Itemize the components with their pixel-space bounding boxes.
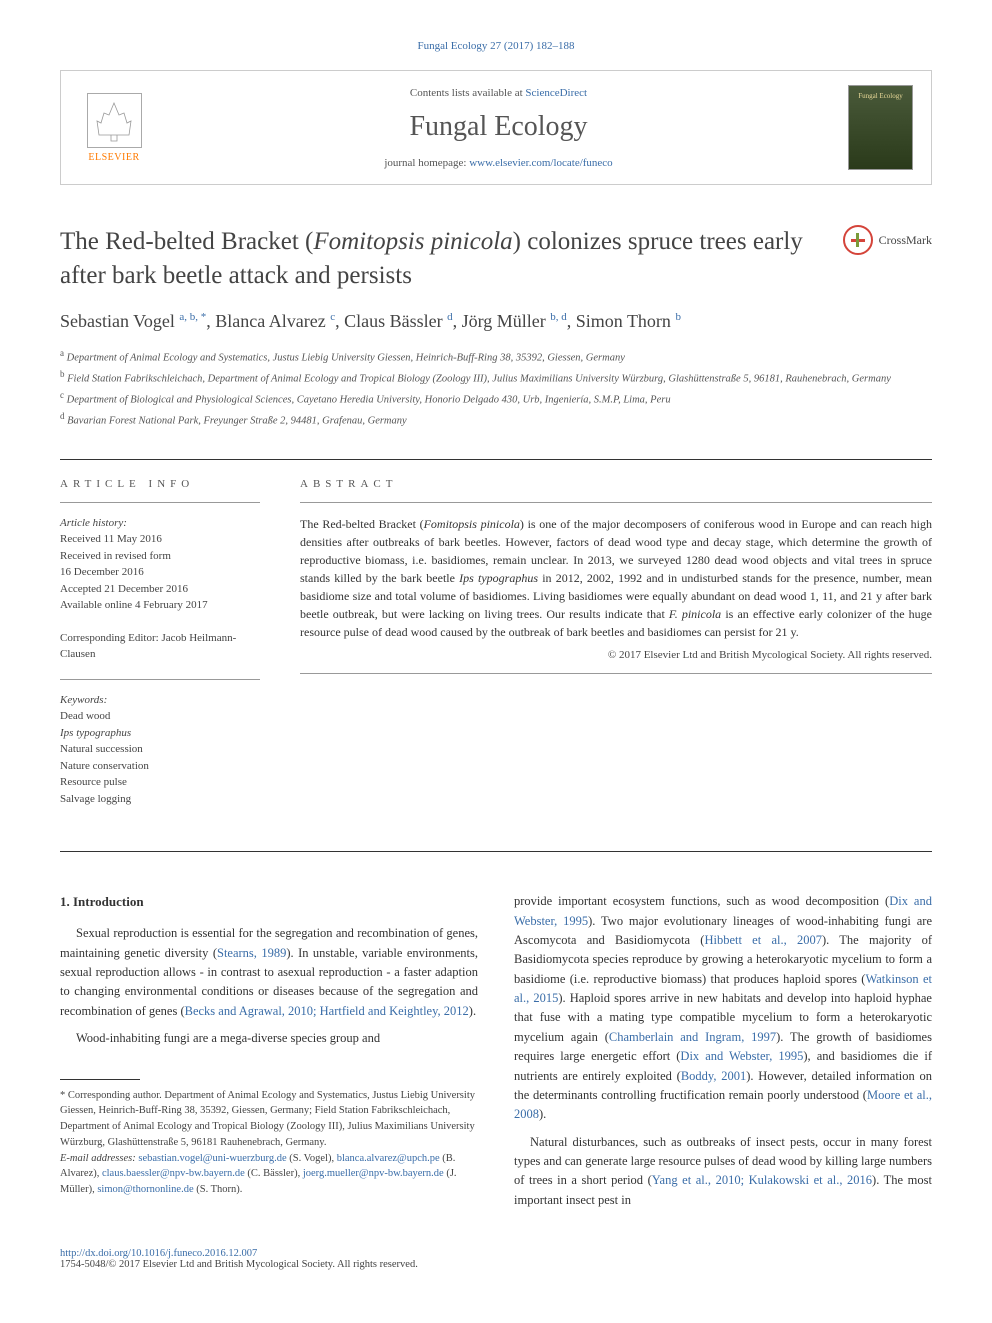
- divider-top: [60, 459, 932, 460]
- crossmark-label: CrossMark: [879, 233, 932, 248]
- email-link[interactable]: simon@thornonline.de: [97, 1184, 193, 1195]
- title-species: Fomitopsis pinicola: [313, 228, 512, 255]
- editor-label: Corresponding Editor:: [60, 632, 159, 644]
- article-history: Article history: Received 11 May 2016Rec…: [60, 515, 260, 614]
- p1c: ).: [469, 1004, 476, 1018]
- affiliations: a Department of Animal Ecology and Syste…: [60, 346, 932, 431]
- crossmark-icon: [843, 225, 873, 255]
- c2a: provide important ecosystem functions, s…: [514, 894, 889, 908]
- abstract-text: The Red-belted Bracket (Fomitopsis pinic…: [300, 515, 932, 641]
- corr-label: * Corresponding author.: [60, 1090, 162, 1101]
- ref-stearns[interactable]: Stearns, 1989: [217, 946, 286, 960]
- history-label: Article history:: [60, 517, 127, 529]
- page-container: Fungal Ecology 27 (2017) 182–188 ELSEVIE…: [0, 0, 992, 1310]
- abstract-divider-top: [300, 502, 932, 503]
- email-link[interactable]: joerg.mueller@npv-bw.bayern.de: [303, 1168, 444, 1179]
- page-footer: http://dx.doi.org/10.1016/j.funeco.2016.…: [60, 1248, 932, 1270]
- body-columns: 1. Introduction Sexual reproduction is e…: [60, 892, 932, 1218]
- intro-para-2-cont: provide important ecosystem functions, s…: [514, 892, 932, 1125]
- abs-sp1: Fomitopsis pinicola: [424, 517, 520, 531]
- info-divider-1: [60, 502, 260, 503]
- corresponding-editor: Corresponding Editor: Jacob Heilmann-Cla…: [60, 630, 260, 663]
- crossmark-badge[interactable]: CrossMark: [843, 225, 932, 255]
- keywords-block: Keywords: Dead woodIps typographusNatura…: [60, 692, 260, 808]
- doi-link[interactable]: http://dx.doi.org/10.1016/j.funeco.2016.…: [60, 1248, 257, 1259]
- email-link[interactable]: sebastian.vogel@uni-wuerzburg.de: [138, 1153, 286, 1164]
- abstract-column: ABSTRACT The Red-belted Bracket (Fomitop…: [300, 478, 932, 824]
- article-info-column: ARTICLE INFO Article history: Received 1…: [60, 478, 260, 824]
- publisher-name: ELSEVIER: [88, 152, 139, 163]
- ref-boddy[interactable]: Boddy, 2001: [681, 1069, 746, 1083]
- homepage-prefix: journal homepage:: [384, 157, 469, 169]
- email-label: E-mail addresses:: [60, 1153, 136, 1164]
- homepage-link[interactable]: www.elsevier.com/locate/funeco: [469, 157, 612, 169]
- corresponding-author-footnote: * Corresponding author. Department of An…: [60, 1088, 478, 1151]
- email-link[interactable]: blanca.alvarez@upch.pe: [337, 1153, 440, 1164]
- email-footnote: E-mail addresses: sebastian.vogel@uni-wu…: [60, 1151, 478, 1198]
- abs-sp2: Ips typographus: [459, 571, 538, 585]
- contents-available: Contents lists available at ScienceDirec…: [169, 87, 828, 99]
- abs-sp3: F. pinicola: [669, 607, 721, 621]
- homepage-line: journal homepage: www.elsevier.com/locat…: [169, 157, 828, 169]
- ref-dix-2[interactable]: Dix and Webster, 1995: [680, 1049, 803, 1063]
- intro-para-1: Sexual reproduction is essential for the…: [60, 924, 478, 1021]
- journal-header: ELSEVIER Contents lists available at Sci…: [60, 70, 932, 185]
- abstract-divider-bottom: [300, 673, 932, 674]
- body-column-left: 1. Introduction Sexual reproduction is e…: [60, 892, 478, 1218]
- publisher-logo: ELSEVIER: [79, 88, 149, 168]
- c2h: ).: [539, 1107, 546, 1121]
- body-column-right: provide important ecosystem functions, s…: [514, 892, 932, 1218]
- issn-copyright: 1754-5048/© 2017 Elsevier Ltd and Britis…: [60, 1259, 418, 1270]
- info-heading: ARTICLE INFO: [60, 478, 260, 490]
- ref-chamberlain[interactable]: Chamberlain and Ingram, 1997: [609, 1030, 776, 1044]
- header-center: Contents lists available at ScienceDirec…: [169, 87, 828, 169]
- intro-para-2: Wood-inhabiting fungi are a mega-diverse…: [60, 1029, 478, 1048]
- abstract-copyright: © 2017 Elsevier Ltd and British Mycologi…: [300, 649, 932, 661]
- author-list: Sebastian Vogel a, b, *, Blanca Alvarez …: [60, 311, 932, 332]
- contents-prefix: Contents lists available at: [410, 87, 525, 99]
- journal-cover-thumbnail: Fungal Ecology: [848, 85, 913, 170]
- title-row: The Red-belted Bracket (Fomitopsis pinic…: [60, 225, 932, 293]
- ref-yang[interactable]: Yang et al., 2010; Kulakowski et al., 20…: [652, 1173, 872, 1187]
- ref-becks[interactable]: Becks and Agrawal, 2010; Hartfield and K…: [185, 1004, 469, 1018]
- intro-para-3: Natural disturbances, such as outbreaks …: [514, 1133, 932, 1211]
- title-part-1: The Red-belted Bracket (: [60, 228, 313, 255]
- email-link[interactable]: claus.baessler@npv-bw.bayern.de: [102, 1168, 245, 1179]
- keywords-label: Keywords:: [60, 694, 107, 706]
- sciencedirect-link[interactable]: ScienceDirect: [525, 87, 587, 99]
- info-divider-2: [60, 679, 260, 680]
- article-title: The Red-belted Bracket (Fomitopsis pinic…: [60, 225, 823, 293]
- info-abstract-row: ARTICLE INFO Article history: Received 1…: [60, 478, 932, 824]
- ref-hibbett[interactable]: Hibbett et al., 2007: [704, 933, 822, 947]
- divider-bottom: [60, 851, 932, 852]
- abstract-heading: ABSTRACT: [300, 478, 932, 490]
- elsevier-tree-icon: [87, 93, 142, 148]
- footnote-divider: [60, 1079, 140, 1080]
- section-heading-intro: 1. Introduction: [60, 892, 478, 912]
- citation-line: Fungal Ecology 27 (2017) 182–188: [60, 40, 932, 52]
- abs-t1: The Red-belted Bracket (: [300, 517, 424, 531]
- journal-name: Fungal Ecology: [169, 111, 828, 143]
